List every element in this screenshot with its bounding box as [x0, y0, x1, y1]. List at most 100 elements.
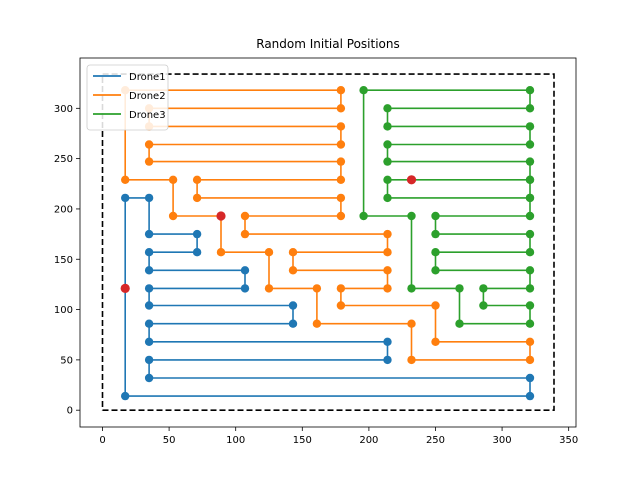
- series-point: [336, 86, 346, 95]
- series-point: [525, 140, 535, 149]
- series-point: [288, 319, 298, 328]
- x-tick-label: 150: [293, 435, 312, 446]
- series-point: [525, 337, 535, 346]
- y-tick-label: 200: [54, 204, 73, 215]
- series-point: [479, 284, 488, 293]
- series-point: [383, 157, 392, 166]
- series-point: [383, 175, 392, 184]
- series-point: [336, 140, 346, 149]
- series-point: [192, 193, 202, 203]
- legend-label-drone2: Drone2: [129, 91, 166, 102]
- series-point: [336, 211, 346, 221]
- series-point: [312, 284, 322, 293]
- series-point: [431, 337, 440, 346]
- x-tick-label: 300: [493, 435, 512, 446]
- series-point: [383, 355, 392, 365]
- series-point: [431, 229, 440, 239]
- series-point: [240, 284, 250, 293]
- series-point: [121, 193, 130, 203]
- x-tick-label: 250: [426, 435, 445, 446]
- y-tick-label: 50: [60, 355, 73, 366]
- series-line-drone3: [362, 89, 531, 325]
- series-line-drone1: [124, 197, 531, 397]
- series-point: [240, 266, 250, 275]
- series-point: [383, 337, 392, 346]
- series-point: [264, 284, 274, 293]
- series-point: [144, 373, 154, 383]
- series-point: [121, 391, 130, 401]
- x-tick-label: 100: [226, 435, 245, 446]
- y-tick-label: 0: [67, 406, 73, 417]
- y-tick-label: 300: [54, 104, 73, 115]
- series-point: [192, 248, 202, 257]
- series-point: [216, 248, 226, 257]
- plot-area: [101, 73, 555, 412]
- series-point: [144, 284, 154, 293]
- series-point: [144, 319, 154, 328]
- legend: Drone1 Drone2 Drone3: [86, 64, 169, 131]
- series-point: [240, 211, 250, 221]
- legend-label-drone3: Drone3: [129, 110, 166, 121]
- series-point: [288, 266, 298, 275]
- series-point: [144, 337, 154, 346]
- series-point: [525, 229, 535, 239]
- series-point: [240, 229, 250, 239]
- series-point: [525, 157, 535, 166]
- series-point: [383, 248, 392, 257]
- series-point: [312, 319, 322, 328]
- series-point: [455, 319, 464, 328]
- series-point: [383, 229, 392, 239]
- series-point: [144, 229, 154, 239]
- series-point: [407, 284, 416, 293]
- legend-label-drone1: Drone1: [129, 72, 166, 83]
- start-point: [216, 211, 226, 221]
- series-point: [336, 157, 346, 166]
- start-point: [406, 175, 417, 185]
- series-point: [144, 157, 154, 166]
- series-drone2: [121, 86, 535, 365]
- series-point: [431, 301, 440, 310]
- series-point: [359, 86, 368, 95]
- series-point: [288, 248, 298, 257]
- series-point: [336, 284, 346, 293]
- series-point: [525, 355, 535, 365]
- series-point: [288, 301, 298, 310]
- y-tick-label: 100: [54, 305, 73, 316]
- series-point: [168, 175, 178, 184]
- series-point: [431, 248, 440, 257]
- x-tick-label: 350: [559, 435, 578, 446]
- series-point: [525, 266, 535, 275]
- series-point: [525, 373, 535, 383]
- series-point: [525, 211, 535, 221]
- series-point: [336, 301, 346, 310]
- series-point: [144, 355, 154, 365]
- series-point: [525, 391, 535, 401]
- series-point: [525, 104, 535, 113]
- series-point: [525, 301, 535, 310]
- series-point: [525, 175, 535, 184]
- series-point: [525, 122, 535, 131]
- series-point: [407, 211, 416, 221]
- series-point: [383, 193, 392, 203]
- series-point: [525, 284, 535, 293]
- series-point: [144, 140, 154, 149]
- axes: 0 50 100 150 200 250 300 350 0 50 100 150 200 250 300: [54, 57, 578, 446]
- series-point: [192, 229, 202, 239]
- x-tick-label: 50: [163, 435, 176, 446]
- y-tick-label: 150: [54, 255, 73, 266]
- series-point: [407, 319, 416, 328]
- series-point: [336, 122, 346, 131]
- series-line-drone2: [124, 89, 531, 361]
- series-point: [383, 122, 392, 131]
- series-point: [144, 193, 154, 203]
- series-point: [144, 248, 154, 257]
- series-point: [264, 248, 274, 257]
- series-point: [192, 175, 202, 184]
- series-point: [383, 140, 392, 149]
- series-point: [336, 193, 346, 203]
- x-tick-label: 200: [359, 435, 378, 446]
- y-tick-label: 250: [54, 154, 73, 165]
- x-tick-label: 0: [99, 435, 105, 446]
- chart-title: Random Initial Positions: [256, 37, 400, 51]
